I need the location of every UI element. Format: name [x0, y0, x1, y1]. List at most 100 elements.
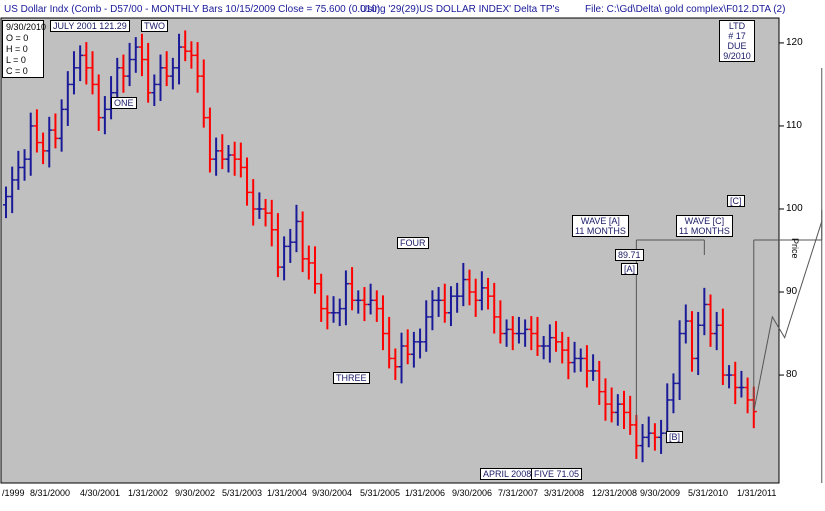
- plot-area: [0, 17, 780, 484]
- label-wave-a-mark: [A]: [621, 263, 639, 275]
- ohlc-bar: [639, 424, 646, 463]
- x-tick-label: 5/31/2003: [222, 488, 263, 498]
- y-tick-label: 90: [786, 286, 798, 298]
- ltd-date: 9/2010: [723, 51, 751, 61]
- y-tick-label: 110: [786, 119, 802, 131]
- ohlc-bar: [151, 74, 158, 107]
- ohlc-bar: [145, 42, 152, 103]
- ohlc-bar: [101, 96, 108, 135]
- x-tick-label: 1/31/2011: [737, 488, 777, 498]
- ohlc-bar: [688, 311, 695, 372]
- label-wave-c-mark: [C]: [727, 195, 745, 207]
- ohlc-bar: [40, 132, 47, 165]
- label-wave-b-mark: [B]: [666, 431, 684, 443]
- label-wave-four: FOUR: [397, 237, 429, 249]
- ohlc-bar: [200, 59, 207, 128]
- ohlc-bar: [454, 282, 461, 313]
- label-price-89-71: 89.71: [615, 249, 644, 261]
- ohlc-bar: [274, 213, 281, 278]
- ohlc-bar: [64, 71, 71, 126]
- ohlc-bar: [398, 332, 405, 384]
- ohlc-bar: [312, 246, 318, 294]
- ohlc-readout: 9/30/2010 O = 0 H = 0 L = 0 C = 0: [2, 20, 47, 78]
- ohlc-bar: [9, 166, 16, 214]
- ohlc-bar: [126, 42, 133, 87]
- ohlc-bar: [231, 141, 238, 176]
- ohlc-bar: [472, 278, 479, 317]
- ohlc-bar: [627, 395, 634, 435]
- ohlc-bar: [509, 316, 516, 351]
- ohlc-bar: [435, 287, 442, 317]
- x-tick-label: 12/31/2008: [592, 488, 638, 498]
- ohlc-bar: [602, 378, 609, 421]
- ohlc-bar: [206, 107, 213, 173]
- readout-date: 9/30/2010: [6, 22, 47, 32]
- y-gridlines: [779, 42, 784, 376]
- ohlc-bar: [732, 361, 739, 405]
- x-tick-label: 4/30/2001: [80, 488, 121, 498]
- ohlc-bar: [182, 30, 189, 62]
- ohlc-bar: [70, 51, 77, 95]
- ohlc-bar: [132, 37, 139, 73]
- ohlc-bar: [447, 286, 454, 327]
- ohlc-bar: [695, 311, 702, 376]
- ohlc-bar: [163, 51, 170, 87]
- ohlc-bar: [658, 419, 665, 454]
- ohlc-bar: [614, 394, 621, 426]
- chart-source-using: Using '29(29)US DOLLAR INDEX' Delta TP's: [360, 4, 560, 15]
- ohlc-bar: [559, 331, 566, 364]
- ohlc-bar: [386, 316, 393, 369]
- label-wave-two: TWO: [141, 20, 168, 32]
- ohlc-bar: [596, 360, 603, 405]
- label-ltd-due: LTD # 17 DUE 9/2010: [719, 20, 755, 62]
- readout-open: O = 0: [6, 33, 29, 43]
- ohlc-bar: [219, 134, 226, 170]
- label-wave-one: ONE: [111, 97, 137, 109]
- y-tick-label: 80: [786, 369, 798, 381]
- ohlc-bar: [287, 228, 294, 263]
- ohlc-bar: [707, 294, 714, 347]
- ohlc-bar: [58, 99, 65, 152]
- wave-a-title: WAVE [A]: [580, 216, 620, 226]
- ltd-due: DUE: [727, 41, 747, 51]
- ohlc-bar: [46, 116, 53, 168]
- x-tick-label: 5/31/2010: [688, 488, 729, 498]
- x-tick-label: 1/31/2006: [405, 488, 446, 498]
- label-wave-c-duration: WAVE [C] 11 MONTHS: [676, 215, 733, 237]
- projection-line: [753, 221, 823, 412]
- ohlc-bar: [95, 74, 102, 131]
- ohlc-bar: [713, 311, 720, 351]
- x-tick-label: 5/31/2005: [360, 488, 401, 498]
- ohlc-bar: [225, 145, 232, 173]
- ohlc-bar: [120, 54, 127, 93]
- ohlc-bar: [645, 416, 652, 448]
- ohlc-bar: [342, 270, 349, 326]
- ohlc-bar: [349, 267, 356, 311]
- x-tick-label: 9/30/2002: [175, 488, 216, 498]
- ohlc-bar: [608, 387, 615, 423]
- ohlc-bar: [21, 149, 28, 181]
- ohlc-bar: [157, 54, 164, 102]
- ohlc-bar: [417, 328, 424, 359]
- x-tick-label: /1999: [2, 488, 25, 498]
- x-tick-label: 3/31/2008: [544, 488, 585, 498]
- ohlc-bar: [281, 236, 288, 281]
- ohlc-bar: [571, 341, 578, 373]
- ohlc-bar: [293, 204, 300, 253]
- x-tick-label: 9/30/2006: [452, 488, 493, 498]
- ohlc-bar: [367, 283, 374, 315]
- ohlc-bar: [478, 271, 485, 311]
- ohlc-bar: [268, 199, 275, 247]
- ohlc-bar: [336, 298, 343, 327]
- wave-a-months: 11 MONTHS: [575, 226, 626, 236]
- ohlc-bar: [176, 33, 183, 85]
- ohlc-bar: [540, 336, 547, 360]
- ohlc-bar: [256, 192, 263, 219]
- x-tick-label: 8/31/2000: [30, 488, 71, 498]
- ohlc-bar: [361, 287, 368, 322]
- readout-close: C = 0: [6, 66, 28, 76]
- wave-c-title: WAVE [C]: [684, 216, 725, 226]
- ohlc-bar: [33, 109, 40, 153]
- ohlc-bar: [3, 186, 9, 219]
- ohlc-bar: [621, 390, 627, 430]
